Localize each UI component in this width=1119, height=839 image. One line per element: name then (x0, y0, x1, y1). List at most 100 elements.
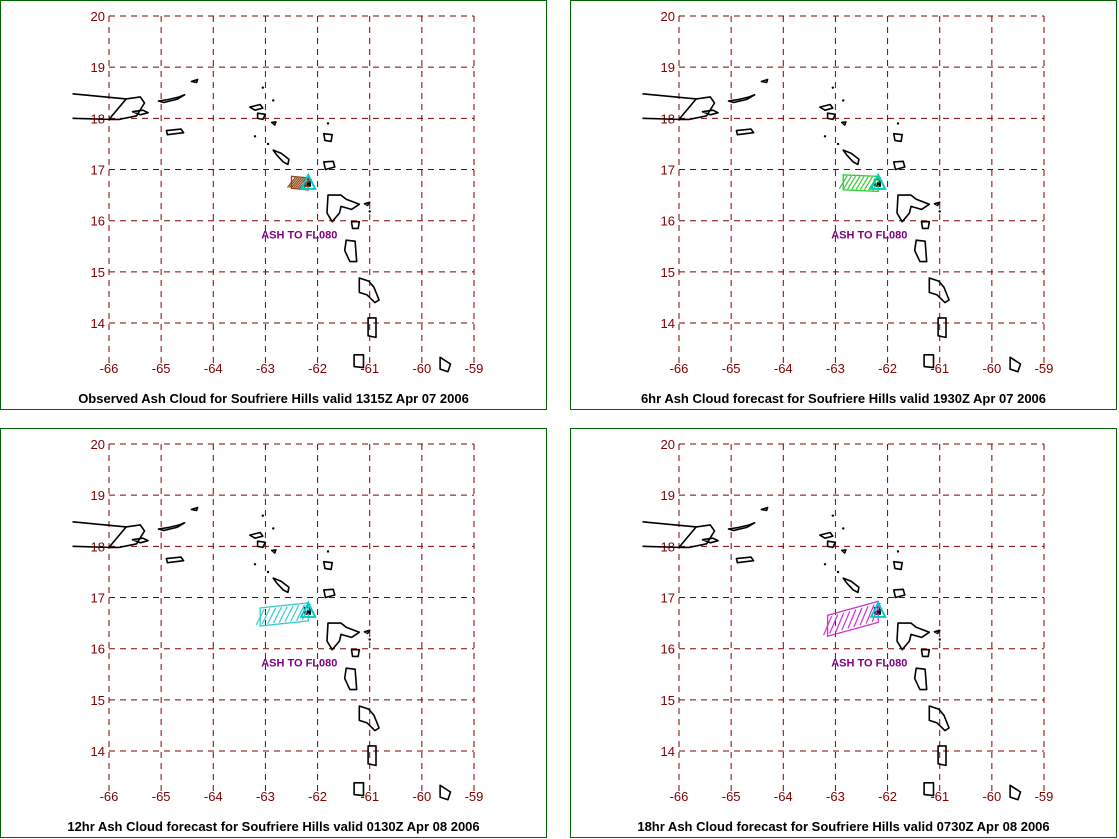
ash-cloud-area (826, 600, 879, 638)
lon-tick-label: -60 (982, 361, 1001, 376)
lon-tick-label: -61 (930, 789, 949, 804)
islet-dot (368, 210, 371, 213)
lon-tick-label: -63 (826, 361, 845, 376)
lon-tick-label: -59 (465, 361, 484, 376)
lat-tick-label: 19 (661, 488, 675, 503)
puerto-rico-outline (678, 524, 716, 549)
lat-tick-label: 15 (661, 265, 675, 280)
islet-dot (326, 122, 330, 125)
lon-tick-label: -62 (308, 361, 327, 376)
puerto-rico-outline (678, 96, 716, 121)
volcano-marker-icon (299, 600, 317, 618)
ash-hatch (835, 612, 845, 633)
marie-galante-outline (350, 648, 361, 658)
st-vincent-outline (923, 353, 935, 369)
puerto-rico-coast (72, 117, 110, 121)
anguilla-outline (819, 103, 834, 111)
islet-dot (842, 99, 845, 102)
marie-galante-outline (350, 220, 361, 230)
ash-map: -66 -65 -64 -63 -62 -61 -60 -5920191817161514AS… (642, 437, 1053, 804)
ash-height-label: ASH TO FL080 (261, 230, 337, 242)
puerto-rico-coast (642, 545, 680, 549)
map-panel-12hr: -66 -65 -64 -63 -62 -61 -60 -59 20 19 18 17 16 15 14 AS… (0, 428, 547, 838)
volcano-marker-icon (869, 172, 887, 190)
ash-hatch (293, 177, 302, 189)
islet-dot (266, 570, 270, 574)
ash-hatch (290, 605, 300, 622)
volcano-marker-icon (299, 172, 317, 190)
ash-hatch (829, 614, 839, 634)
st-martin-outline (256, 112, 267, 121)
lat-tick-label: 17 (661, 591, 675, 606)
islet-dot (938, 210, 941, 213)
puerto-rico-coast (72, 520, 127, 528)
barbuda-outline (892, 132, 904, 143)
islet-dot (836, 570, 840, 574)
virgin-islands-outline (727, 522, 756, 532)
st-lucia-outline (367, 745, 377, 767)
ash-hatch (865, 604, 875, 624)
st-kitts-nevis-outline (272, 149, 290, 166)
lon-tick-label: -64 (774, 789, 793, 804)
lon-tick-label: -60 (982, 789, 1001, 804)
lon-tick-label: -59 (1035, 361, 1054, 376)
lon-tick-label: -66 (670, 361, 689, 376)
panel-caption: 12hr Ash Cloud forecast for Soufriere Hi… (67, 819, 480, 834)
lat-tick-label: 20 (661, 437, 675, 452)
st-croix-outline (165, 556, 185, 564)
martinique-outline (928, 705, 950, 732)
ash-hatch (847, 609, 857, 629)
ash-hatch (297, 177, 306, 189)
lat-tick-label: 19 (91, 488, 105, 503)
islet-dot (253, 135, 257, 138)
panel-caption: Observed Ash Cloud for Soufriere Hills v… (78, 391, 469, 406)
st-barthelemy-outline (270, 121, 277, 126)
ash-height-label: ASH TO FL080 (831, 230, 907, 242)
vieques-outline (701, 109, 719, 116)
lon-tick-label: -64 (204, 789, 223, 804)
dominica-outline (913, 239, 928, 263)
islet-dot (896, 122, 900, 125)
guadeloupe-outline (326, 194, 361, 223)
islet-dot (823, 563, 827, 566)
panel-caption: 6hr Ash Cloud forecast for Soufriere Hil… (640, 391, 1047, 406)
map-panel-18hr: -66 -65 -64 -63 -62 -61 -60 -59 20 19 18 17 16 15 14 AS… (570, 428, 1117, 838)
lon-tick-label: -66 (670, 789, 689, 804)
st-vincent-outline (353, 353, 365, 369)
ash-map: -66 -65 -64 -63 -62 -61 -60 -5920191817161514AS… (72, 437, 483, 804)
la-desirade-outline (363, 629, 371, 635)
st-martin-outline (826, 540, 837, 549)
lon-tick-label: -62 (878, 361, 897, 376)
lat-tick-label: 15 (661, 693, 675, 708)
lon-tick-label: -66 (100, 789, 119, 804)
lon-tick-label: -62 (878, 789, 897, 804)
dominica-outline (913, 667, 928, 691)
vieques-outline (131, 109, 149, 116)
ash-map: -66 -65 -64 -63 -62 -61 -60 -5920191817161514AS… (642, 9, 1054, 376)
map-panel-6hr: -66 -65 -64 -63 -62 -61 -60 -59 20 19 18 17 16 15 14 AS… (570, 0, 1117, 410)
lon-tick-label: -64 (204, 361, 223, 376)
st-lucia-outline (367, 317, 377, 339)
lat-tick-label: 16 (91, 642, 105, 657)
martinique-outline (358, 705, 380, 732)
lon-tick-label: -63 (256, 789, 275, 804)
islet-dot (896, 550, 900, 553)
anegada-outline (760, 506, 769, 512)
st-martin-outline (256, 540, 267, 549)
antigua-outline (322, 160, 336, 171)
lat-tick-label: 14 (91, 316, 105, 331)
dominica-outline (343, 239, 358, 263)
ash-hatch (295, 604, 306, 621)
ash-hatch (823, 615, 833, 636)
islet-dot (368, 638, 371, 641)
barbados-outline (1009, 784, 1022, 801)
ash-cloud-area (290, 175, 309, 191)
st-vincent-outline (353, 781, 365, 797)
islet-dot (836, 142, 840, 146)
islet-dot (253, 563, 257, 566)
la-desirade-outline (363, 201, 371, 207)
ash-hatch (859, 605, 869, 626)
martinique-outline (358, 277, 380, 304)
ash-hatch (853, 607, 863, 628)
st-barthelemy-outline (840, 549, 847, 554)
